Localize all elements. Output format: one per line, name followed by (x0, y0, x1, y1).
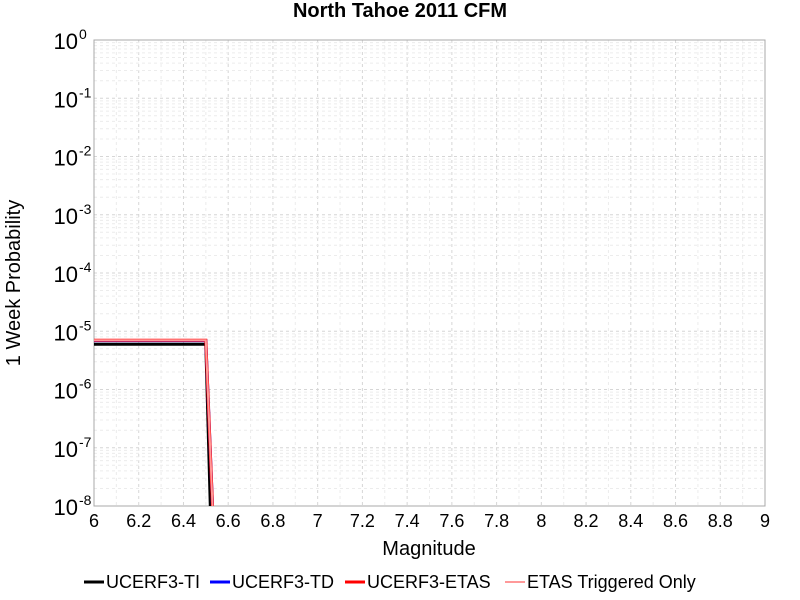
grid (93, 40, 766, 507)
y-tick-label: 10 -1 (54, 84, 92, 112)
y-tick-exponent: -2 (79, 143, 92, 159)
y-tick-label: 10 -6 (54, 376, 92, 404)
x-tick-label: 6.2 (126, 511, 151, 531)
x-tick-label: 9 (760, 511, 770, 531)
y-tick-label: 10 -7 (54, 434, 92, 462)
y-tick-exponent: -7 (79, 434, 92, 450)
x-axis-ticks: 6 6.2 6.4 6.6 6.8 7 7.2 7.4 7.6 7.8 8 8.2 8.4 8.6 8.8 9 (89, 511, 770, 531)
x-tick-label: 8.4 (618, 511, 643, 531)
y-tick-base: 10 (54, 87, 78, 112)
y-tick-label: 10 -3 (54, 201, 92, 229)
y-tick-label: 10 -5 (54, 317, 92, 345)
x-tick-label: 8 (536, 511, 546, 531)
y-tick-label: 10 0 (54, 26, 87, 54)
y-tick-exponent: -1 (79, 84, 92, 100)
y-tick-exponent: -8 (79, 492, 92, 508)
legend-label: ETAS Triggered Only (527, 572, 696, 592)
y-tick-exponent: -6 (79, 376, 92, 392)
y-axis-label: 1 Week Probability (3, 200, 25, 366)
x-tick-label: 8.6 (663, 511, 688, 531)
x-tick-label: 7.8 (484, 511, 509, 531)
y-tick-base: 10 (54, 146, 78, 171)
y-tick-base: 10 (54, 204, 78, 229)
y-tick-exponent: -5 (79, 317, 92, 333)
plot-frame (93, 39, 766, 507)
x-tick-label: 7.6 (439, 511, 464, 531)
chart-title: North Tahoe 2011 CFM (293, 0, 507, 22)
y-tick-exponent: 0 (79, 26, 87, 42)
x-tick-label: 7 (313, 511, 323, 531)
x-tick-label: 6.4 (171, 511, 196, 531)
x-tick-label: 6.6 (216, 511, 241, 531)
x-tick-label: 6.8 (260, 511, 285, 531)
y-tick-base: 10 (54, 320, 78, 345)
series-line-ucerf3-ti (94, 342, 212, 506)
x-tick-label: 8.2 (574, 511, 599, 531)
y-tick-label: 10 -4 (54, 259, 92, 287)
y-tick-base: 10 (54, 437, 78, 462)
y-tick-base: 10 (54, 495, 78, 520)
x-tick-label: 7.4 (395, 511, 420, 531)
legend-label: UCERF3-TI (106, 572, 200, 592)
y-tick-exponent: -4 (79, 259, 92, 275)
y-tick-label: 10 -8 (54, 492, 92, 520)
series-layer (94, 338, 214, 506)
legend-label: UCERF3-ETAS (367, 572, 491, 592)
x-tick-label: 6 (89, 511, 99, 531)
x-tick-label: 7.2 (350, 511, 375, 531)
series-line-ucerf3-etas (94, 338, 214, 506)
legend: UCERF3-TI UCERF3-TD UCERF3-ETAS ETAS Trigge… (84, 572, 696, 592)
series-line-etas-triggered-only (94, 339, 214, 506)
y-tick-base: 10 (54, 262, 78, 287)
y-tick-exponent: -3 (79, 201, 92, 217)
series-line-ucerf3-td (94, 339, 214, 506)
legend-label: UCERF3-TD (232, 572, 334, 592)
x-tick-label: 8.8 (708, 511, 733, 531)
y-tick-base: 10 (54, 379, 78, 404)
y-tick-label: 10 -2 (54, 143, 92, 171)
x-axis-label: Magnitude (382, 538, 475, 560)
y-tick-base: 10 (54, 29, 78, 54)
